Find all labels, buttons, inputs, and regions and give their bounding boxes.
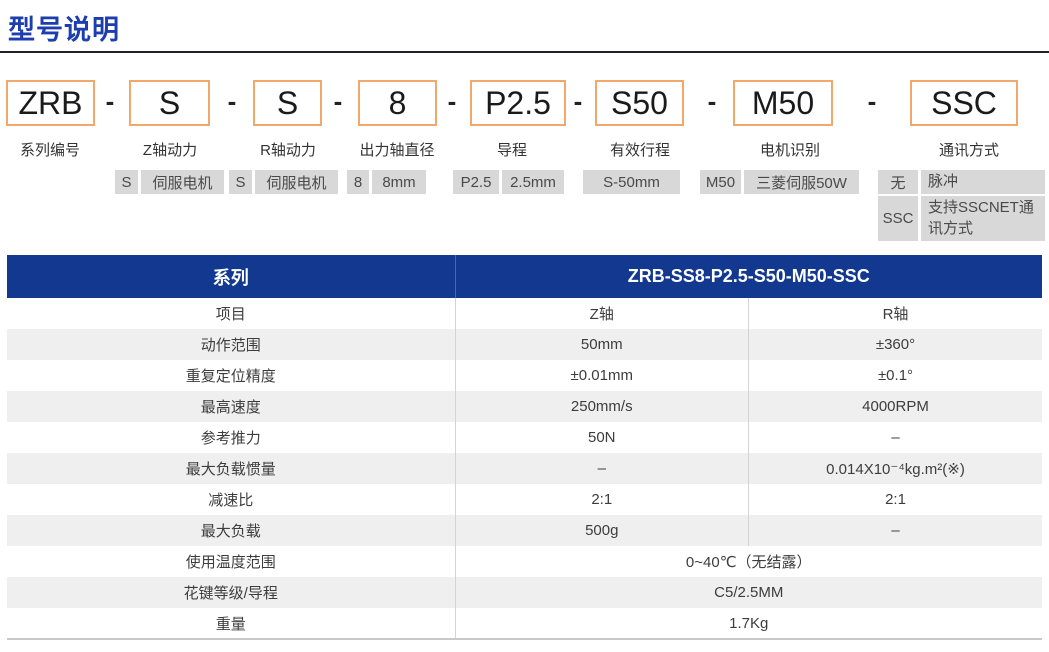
option-lead-desc: 2.5mm <box>502 170 564 194</box>
option-lead-code: P2.5 <box>453 170 499 194</box>
option-motor-code: M50 <box>700 170 741 194</box>
table-row: 最大负载惯量 – 0.014X10⁻⁴kg.m²(※) <box>7 453 1042 484</box>
title-underline <box>0 51 1049 53</box>
spec-value-r: – <box>748 422 1042 453</box>
spec-value-z: ±0.01mm <box>454 360 749 391</box>
code-box-lead: P2.5 <box>470 80 566 126</box>
table-row: 参考推力 50N – <box>7 422 1042 453</box>
spec-value-r: 4000RPM <box>748 391 1042 422</box>
spec-table-header-row: 系列 ZRB-SS8-P2.5-S50-M50-SSC <box>7 255 1042 298</box>
spec-label: 使用温度范围 <box>7 546 455 577</box>
table-row: 最大负载 500g – <box>7 515 1042 546</box>
spec-label: 重量 <box>7 608 455 639</box>
spec-label: 花键等级/导程 <box>7 577 455 608</box>
spec-label: 最高速度 <box>7 391 455 422</box>
option-z-power-desc: 伺服电机 <box>141 170 224 194</box>
table-row: 使用温度范围 0~40℃（无结露） <box>7 546 1042 577</box>
table-row: 减速比 2:1 2:1 <box>7 484 1042 515</box>
spec-value-r: ±0.1° <box>748 360 1042 391</box>
option-shaft-desc: 8mm <box>372 170 426 194</box>
spec-value-z: – <box>454 453 749 484</box>
seg-label-shaft: 出力轴直径 <box>359 142 435 159</box>
page-title: 型号说明 <box>8 15 120 45</box>
table-row: 重量 1.7Kg <box>7 608 1042 639</box>
series-header-value: ZRB-SS8-P2.5-S50-M50-SSC <box>455 255 1042 298</box>
code-separator: - <box>573 86 583 116</box>
seg-label-lead: 导程 <box>496 142 527 159</box>
seg-label-stroke: 有效行程 <box>609 142 670 159</box>
code-box-shaft: 8 <box>358 80 437 126</box>
spec-value-span: 1.7Kg <box>454 608 1042 639</box>
spec-value-z: 50N <box>454 422 749 453</box>
table-row: 项目 Z轴 R轴 <box>7 298 1042 329</box>
code-box-z-power: S <box>129 80 210 126</box>
table-row: 花键等级/导程 C5/2.5MM <box>7 577 1042 608</box>
spec-label: 动作范围 <box>7 329 455 360</box>
spec-label: 参考推力 <box>7 422 455 453</box>
spec-label: 重复定位精度 <box>7 360 455 391</box>
spec-value-r: R轴 <box>748 298 1042 329</box>
spec-value-z: 2:1 <box>454 484 749 515</box>
spec-label: 最大负载惯量 <box>7 453 455 484</box>
code-separator: - <box>447 86 457 116</box>
spec-value-span: 0~40℃（无结露） <box>454 546 1042 577</box>
spec-value-z: 50mm <box>454 329 749 360</box>
series-header-label: 系列 <box>7 255 456 298</box>
spec-value-span: C5/2.5MM <box>454 577 1042 608</box>
code-separator: - <box>867 86 877 116</box>
spec-value-r: 0.014X10⁻⁴kg.m²(※) <box>748 453 1042 484</box>
code-separator: - <box>707 86 717 116</box>
table-row: 最高速度 250mm/s 4000RPM <box>7 391 1042 422</box>
spec-label: 减速比 <box>7 484 455 515</box>
option-comm-pulse-code: 无 <box>878 170 918 194</box>
seg-label-r-power: R轴动力 <box>260 142 316 159</box>
code-box-stroke: S50 <box>595 80 684 126</box>
spec-value-r: 2:1 <box>748 484 1042 515</box>
code-box-series: ZRB <box>6 80 95 126</box>
option-shaft-code: 8 <box>347 170 369 194</box>
code-box-r-power: S <box>253 80 322 126</box>
spec-table: 系列 ZRB-SS8-P2.5-S50-M50-SSC 项目 Z轴 R轴 动作范… <box>7 255 1042 640</box>
spec-value-z: Z轴 <box>454 298 749 329</box>
table-row: 动作范围 50mm ±360° <box>7 329 1042 360</box>
option-stroke-desc: S-50mm <box>583 170 680 194</box>
spec-value-r: ±360° <box>748 329 1042 360</box>
code-box-comm: SSC <box>910 80 1018 126</box>
option-comm-pulse-desc: 脉冲 <box>921 170 1045 194</box>
option-motor-desc: 三菱伺服50W <box>744 170 859 194</box>
table-row: 重复定位精度 ±0.01mm ±0.1° <box>7 360 1042 391</box>
spec-value-z: 250mm/s <box>454 391 749 422</box>
seg-label-series: 系列编号 <box>19 142 80 159</box>
seg-label-comm: 通讯方式 <box>938 142 999 159</box>
code-box-motor: M50 <box>733 80 833 126</box>
spec-value-z: 500g <box>454 515 749 546</box>
option-z-power-code: S <box>115 170 138 194</box>
spec-label: 最大负载 <box>7 515 455 546</box>
seg-label-z-power: Z轴动力 <box>142 142 198 159</box>
option-r-power-code: S <box>229 170 252 194</box>
code-separator: - <box>333 86 343 116</box>
option-r-power-desc: 伺服电机 <box>255 170 338 194</box>
option-comm-ssc-desc: 支持SSCNET通讯方式 <box>921 196 1045 241</box>
seg-label-motor: 电机识别 <box>759 142 820 159</box>
code-separator: - <box>105 86 115 116</box>
spec-label: 项目 <box>7 298 455 329</box>
code-separator: - <box>227 86 237 116</box>
option-comm-ssc-code: SSC <box>878 196 918 241</box>
spec-value-r: – <box>748 515 1042 546</box>
